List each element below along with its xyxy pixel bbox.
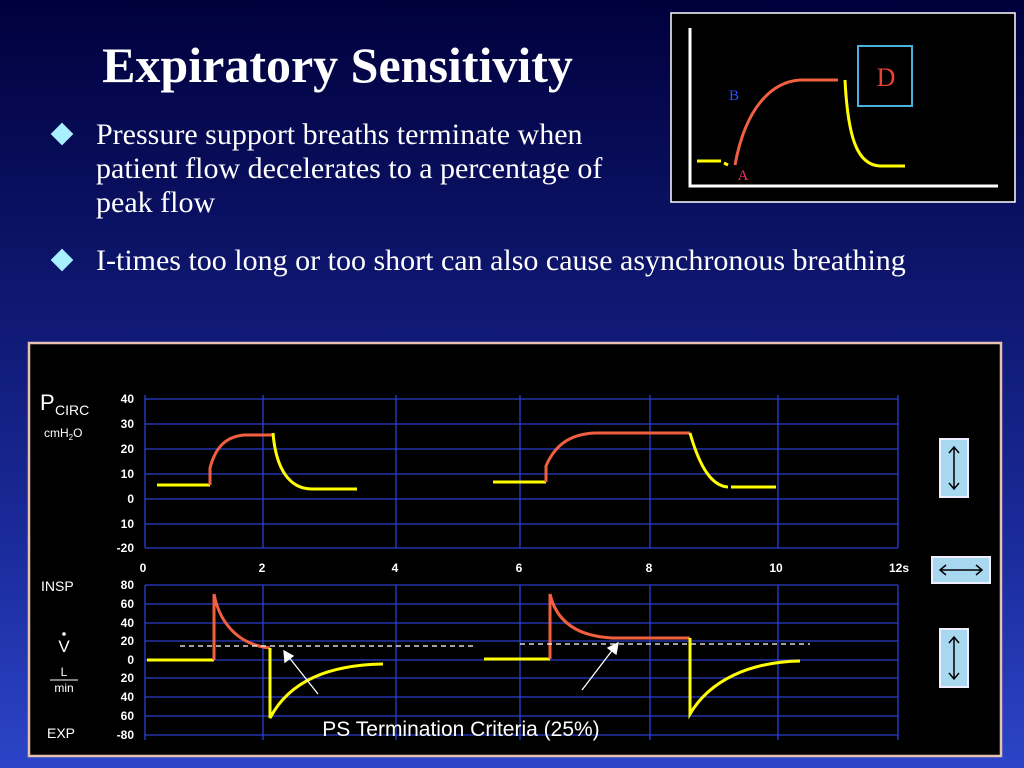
inset-trace: [733, 78, 838, 166]
y-tick-label: 20: [121, 634, 135, 648]
y-tick-label: 20: [121, 442, 135, 456]
y-tick-label: 10: [121, 467, 135, 481]
axis-label: V: [58, 637, 70, 656]
ticks: 40 30 20 10 0 10 -20 80 60 40 20 0 20 40 60 -80 0 2 4 6 8 10 1…: [117, 392, 910, 742]
x-tick-label: 4: [392, 561, 399, 575]
bullet: Pressure support breaths terminate when …: [96, 118, 603, 219]
pressure-waveform: [157, 431, 776, 491]
inset-frame: [670, 12, 1016, 203]
y-tick-label: -20: [117, 541, 135, 555]
x-tick-label: 12s: [889, 561, 909, 575]
y-tick-label: 60: [121, 597, 135, 611]
panel: [27, 341, 1003, 758]
x-tick-label: 2: [259, 561, 266, 575]
bullet: I-times too long or too short can also c…: [96, 244, 906, 277]
y-tick-label: 40: [121, 616, 135, 630]
y-tick-label: 0: [127, 653, 134, 667]
y-tick-label: 10: [121, 517, 135, 531]
x-tick-label: 8: [646, 561, 653, 575]
y-tick-label: 20: [121, 671, 135, 685]
y-tick-label: 80: [121, 578, 135, 592]
y-tick-label: 0: [127, 492, 134, 506]
x-tick-label: 0: [140, 561, 147, 575]
x-tick-label: 6: [516, 561, 523, 575]
inset-label: A: [738, 168, 749, 184]
y-tick-label: 40: [121, 392, 135, 406]
axis-label: CIRC: [55, 402, 89, 418]
axis-label: P: [40, 390, 55, 415]
threshold-line: [180, 643, 810, 647]
x-tick-label: 10: [769, 561, 783, 575]
inset-label: B: [729, 88, 739, 104]
inset-trace: [843, 79, 905, 168]
axis-label: cmH2O: [44, 426, 82, 442]
inset-label: D: [877, 63, 896, 92]
dot: [62, 632, 66, 636]
axis-label: L: [61, 665, 68, 679]
y-tick-label: 60: [121, 709, 135, 723]
arrows: [283, 641, 619, 695]
axis-label: EXP: [47, 725, 75, 741]
y-tick-label: -80: [117, 728, 135, 742]
caption: PS Termination Criteria (25%): [322, 718, 599, 741]
control-buttons[interactable]: [931, 438, 991, 688]
y-tick-label: 30: [121, 417, 135, 431]
inset-box: [857, 45, 913, 107]
inset-axes: [688, 28, 998, 188]
axis-label: min: [54, 681, 73, 695]
axis-label: INSP: [41, 578, 74, 594]
flow-waveform: [147, 593, 801, 720]
title: Expiratory Sensitivity: [102, 37, 573, 93]
inset-trace: [697, 159, 729, 167]
y-tick-label: 40: [121, 690, 135, 704]
